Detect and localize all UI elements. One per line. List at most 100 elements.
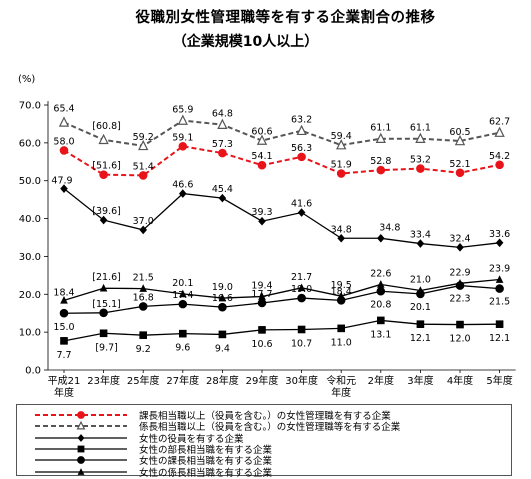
data-point	[60, 296, 68, 304]
data-label: 54.2	[489, 151, 510, 162]
x-tick-label-line: 3年度	[407, 374, 433, 387]
legend-label: 女性の係長相当職を有する企業	[139, 467, 273, 479]
data-point	[416, 239, 425, 248]
data-label: 19.4	[251, 281, 272, 292]
data-point	[416, 164, 425, 173]
data-point	[375, 132, 386, 143]
chart-title-block: 役職別女性管理職等を有する企業割合の推移 （企業規模10人以上）	[0, 6, 531, 51]
data-point	[376, 165, 386, 175]
x-tick-label-line: 4年度	[447, 374, 473, 387]
data-point	[138, 302, 148, 311]
data-point	[218, 293, 227, 302]
y-tick-label: 50.0	[19, 176, 41, 187]
series-0: 58.0 [51.6] 51.4 59.1 57.3 54.1 56.3 51.9 52.8 53…	[53, 132, 510, 180]
data-label: [51.6]	[92, 161, 121, 172]
data-label: 23.9	[489, 264, 510, 275]
data-point	[257, 160, 267, 170]
data-label: 37.0	[133, 216, 154, 227]
data-point	[377, 233, 385, 243]
legend-swatch	[35, 433, 127, 442]
data-label: 18.4	[53, 287, 74, 298]
series-5: 18.4 [21.6] 21.5 20.1 19.0 19.4 21.7 19.5 22.6 21…	[53, 264, 510, 304]
data-point	[99, 329, 108, 338]
data-label: 19.0	[212, 282, 233, 293]
data-point	[416, 320, 425, 328]
data-point	[377, 280, 385, 288]
series-3: 7.7 [9.7] 9.2 9.6 9.4 10.6 10.7 11.0 13.1 12.1 12.…	[56, 316, 510, 361]
data-point	[297, 293, 306, 303]
data-label: 21.7	[291, 272, 312, 283]
data-label: 9.6	[175, 343, 190, 354]
data-point	[179, 189, 187, 198]
legend-swatch	[35, 467, 127, 475]
data-point	[99, 170, 108, 179]
data-label: 34.8	[379, 222, 400, 233]
data-label: 11.0	[331, 337, 352, 348]
data-label: 12.1	[489, 333, 510, 344]
data-label: 20.1	[410, 302, 431, 313]
data-label: 65.9	[172, 105, 193, 116]
data-point	[377, 316, 385, 325]
data-point	[336, 139, 347, 150]
data-point	[257, 298, 267, 308]
data-point	[138, 171, 148, 180]
x-tick-label: 30年度	[285, 374, 318, 387]
data-label: 64.8	[212, 109, 233, 120]
y-axis-label: (%)	[18, 74, 35, 85]
data-point	[495, 160, 504, 170]
data-label: 59.1	[172, 132, 193, 143]
x-tick-label-line: 令和元	[326, 374, 356, 387]
data-label: 39.3	[251, 207, 272, 218]
series-line	[63, 319, 500, 342]
data-point	[297, 152, 306, 162]
legend-label: 女性の課長相当職を有する企業	[139, 456, 273, 468]
x-tick-label-line: 年度	[54, 386, 74, 399]
data-point	[77, 456, 85, 465]
data-point	[495, 238, 504, 248]
x-tick-label: 5年度	[486, 374, 512, 387]
data-label: 19.5	[331, 280, 352, 291]
x-tick-label: 3年度	[407, 374, 433, 387]
x-tick-label: 2年度	[368, 374, 394, 387]
data-label: 45.4	[212, 184, 233, 195]
data-label: [9.7]	[95, 342, 118, 353]
data-point	[456, 320, 464, 329]
data-label: 59.2	[133, 132, 154, 143]
data-point	[218, 193, 227, 203]
data-point	[456, 243, 464, 252]
y-tick-label: 70.0	[19, 101, 41, 112]
legend-swatch	[35, 411, 127, 419]
line-chart: 0.010.020.030.040.050.060.070.0(%)平成21年度…	[18, 74, 516, 399]
data-label: 41.6	[291, 199, 312, 210]
data-point	[495, 275, 504, 283]
data-point	[258, 326, 266, 334]
data-point	[139, 331, 147, 339]
data-label: [39.6]	[92, 206, 121, 217]
data-label: 61.1	[410, 123, 431, 134]
data-label: 10.6	[251, 339, 272, 350]
data-point	[60, 337, 68, 345]
data-label: 10.7	[291, 338, 312, 349]
x-tick-label: 4年度	[447, 374, 473, 387]
data-point	[59, 146, 69, 155]
data-label: 34.8	[331, 224, 352, 235]
series-line	[63, 284, 500, 314]
data-point	[217, 118, 228, 129]
data-label: 20.8	[370, 299, 391, 310]
data-point	[495, 284, 504, 293]
data-label: [15.1]	[92, 299, 121, 310]
data-point	[337, 233, 345, 243]
x-tick-label: 29年度	[246, 374, 279, 387]
data-point	[256, 134, 268, 145]
x-tick-label-line: 29年度	[246, 374, 279, 387]
data-point	[178, 299, 188, 309]
data-point	[77, 467, 85, 475]
legend-label: 女性の部長相当職を有する企業	[139, 444, 273, 456]
data-label: 21.5	[489, 297, 510, 308]
data-label: 33.4	[410, 230, 431, 241]
y-tick-label: 20.0	[19, 290, 41, 301]
data-point	[179, 289, 187, 298]
data-label: 21.0	[410, 275, 431, 286]
data-point	[258, 216, 266, 226]
